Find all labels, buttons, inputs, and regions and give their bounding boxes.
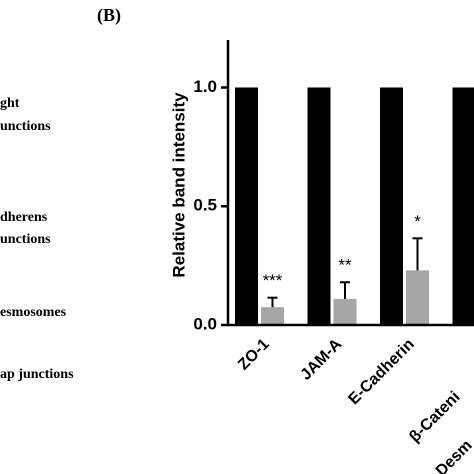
bar xyxy=(333,298,357,325)
side-label: esmosomes xyxy=(0,305,67,320)
x-tick-label: Desm xyxy=(433,437,474,474)
side-label: unctions xyxy=(0,119,51,134)
bar xyxy=(261,307,284,325)
significance: * xyxy=(414,212,421,231)
x-tick-label: β-Cateni xyxy=(406,389,463,446)
y-tick-label: 0.0 xyxy=(193,314,217,333)
x-tick-label: ZO-1 xyxy=(235,336,273,374)
bar xyxy=(380,87,403,325)
significance: ** xyxy=(338,256,352,275)
side-label: ap junctions xyxy=(0,367,74,382)
bar xyxy=(235,87,258,325)
side-label: ght xyxy=(0,96,20,111)
bar xyxy=(452,87,474,325)
y-tick-label: 1.0 xyxy=(193,77,217,96)
y-axis-label: Relative band intensity xyxy=(169,92,188,278)
x-tick-label: E-Cadherin xyxy=(345,336,417,408)
side-label: unctions xyxy=(0,232,51,247)
bar xyxy=(406,270,429,325)
significance: *** xyxy=(263,271,283,290)
y-tick-label: 0.5 xyxy=(193,196,217,215)
panel-label: (B) xyxy=(97,5,121,26)
bar xyxy=(307,87,331,325)
side-label: dherens xyxy=(0,210,48,225)
x-tick-label: JAM-A xyxy=(297,335,345,383)
